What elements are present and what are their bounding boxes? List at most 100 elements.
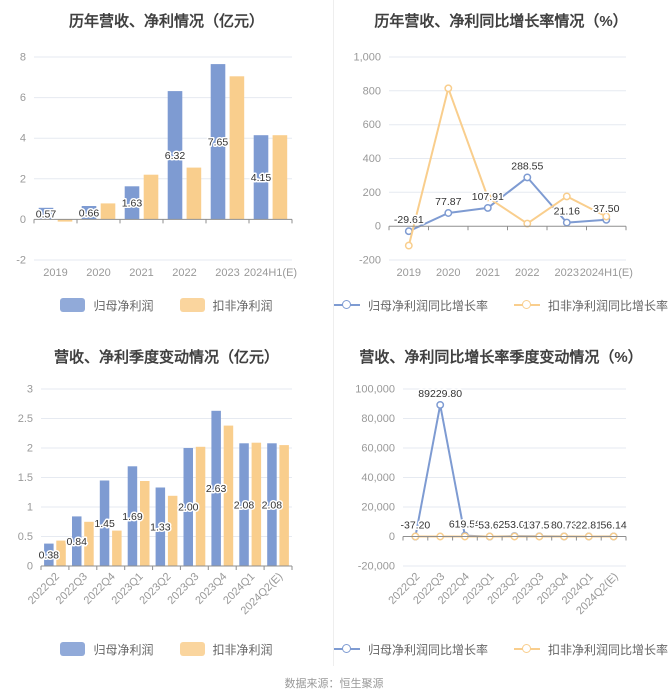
- legend-label: 归母净利润: [93, 642, 154, 657]
- svg-text:-200: -200: [359, 255, 381, 267]
- quarterly-profit-legend: 归母净利润 扣非净利润: [0, 640, 333, 658]
- annual-growth-chart: -200 0 200 400 600 800 1,000 2019 2020 2021 2022 20…: [353, 52, 633, 279]
- annual-profit-chart: -2 0 2 4 6 8 2019 2020 2021 2022 2023 2024H1(E) 0.57…: [16, 52, 297, 279]
- legend-label: 扣非净利润: [212, 298, 273, 313]
- legend-item-quarterly-profit-secondary[interactable]: 扣非净利润: [179, 641, 273, 658]
- svg-text:1,000: 1,000: [353, 52, 381, 64]
- svg-text:2019: 2019: [43, 267, 67, 279]
- annual-growth-panel: 历年营收、净利同比增长率情况（%） -200 0 200 400 600 800 1,000…: [333, 0, 668, 336]
- svg-text:1.5: 1.5: [18, 472, 33, 484]
- svg-text:619.56: 619.56: [449, 519, 481, 531]
- svg-text:1.69: 1.69: [122, 511, 143, 523]
- quarterly-growth-legend: 归母净利润同比增长率 扣非净利润同比增长率: [333, 640, 668, 658]
- svg-text:0: 0: [389, 531, 395, 543]
- chart-title-quarterly-profit: 营收、净利季度变动情况（亿元）: [53, 349, 279, 366]
- svg-text:2.08: 2.08: [234, 499, 255, 511]
- svg-text:-2: -2: [16, 255, 26, 267]
- svg-text:56.14: 56.14: [600, 519, 626, 531]
- svg-text:6: 6: [20, 92, 26, 104]
- svg-text:2.63: 2.63: [206, 483, 227, 495]
- svg-text:4.15: 4.15: [251, 172, 272, 184]
- svg-text:60,000: 60,000: [361, 443, 395, 455]
- legend-label: 扣非净利润同比增长率: [548, 642, 668, 657]
- svg-text:100,000: 100,000: [355, 384, 395, 396]
- legend-line-marker-icon: [333, 300, 360, 309]
- svg-text:0.84: 0.84: [66, 536, 87, 548]
- svg-text:200: 200: [363, 187, 381, 199]
- svg-text:2021: 2021: [476, 267, 500, 279]
- quarterly-profit-panel: 营收、净利季度变动情况（亿元） 0 0.5 1 1.5 2 2.5 3 2022Q2 2022Q…: [0, 336, 334, 666]
- svg-text:22.81: 22.81: [576, 520, 602, 532]
- quarterly-growth-chart: -20,000 0 20,000 40,000 60,000 80,000 100,000 2…: [355, 384, 628, 618]
- svg-text:-37.20: -37.20: [401, 520, 431, 532]
- svg-text:2020: 2020: [436, 267, 460, 279]
- quarterly-growth-panel: 营收、净利同比增长率季度变动情况（%） -20,000 0 20,000 40,000…: [333, 336, 668, 666]
- svg-text:2.00: 2.00: [178, 502, 199, 514]
- legend-circle-marker-icon: [341, 644, 351, 653]
- legend-item-quarterly-growth-secondary[interactable]: 扣非净利润同比增长率: [514, 641, 668, 658]
- svg-text:2024H1(E): 2024H1(E): [244, 267, 297, 279]
- svg-text:4: 4: [20, 133, 26, 145]
- legend-item-annual-growth-primary[interactable]: 归母净利润同比增长率: [333, 297, 488, 314]
- svg-text:2: 2: [27, 443, 33, 455]
- legend-line-marker-icon: [514, 300, 540, 309]
- svg-text:1.63: 1.63: [122, 198, 143, 210]
- quarterly-profit-chart: 00.511.522.532022Q22022Q32022Q42023Q1202…: [18, 384, 293, 617]
- svg-text:1.33: 1.33: [150, 521, 171, 533]
- chart-grid: 历年营收、净利情况（亿元） -2 0 2 4 6 8 2019 2020 2021 2022 202…: [0, 0, 668, 666]
- svg-text:0.5: 0.5: [18, 531, 33, 543]
- svg-text:80,000: 80,000: [361, 413, 395, 425]
- legend-label: 归母净利润: [93, 298, 154, 313]
- legend-label: 扣非净利润: [212, 642, 273, 657]
- svg-text:2021: 2021: [129, 267, 153, 279]
- svg-text:600: 600: [363, 119, 381, 131]
- svg-text:0: 0: [27, 561, 33, 573]
- svg-text:77.87: 77.87: [435, 196, 461, 208]
- svg-text:0: 0: [20, 214, 26, 226]
- legend-circle-marker-icon: [522, 300, 531, 309]
- data-source-note: 数据来源：恒生聚源: [284, 678, 384, 690]
- chart-title-annual-profit: 历年营收、净利情况（亿元）: [68, 13, 264, 30]
- svg-text:0.38: 0.38: [39, 549, 60, 561]
- svg-text:253.06: 253.06: [498, 519, 530, 531]
- svg-text:0.66: 0.66: [79, 207, 100, 219]
- chart-title-annual-growth: 历年营收、净利同比增长率情况（%）: [374, 13, 628, 30]
- legend-item-quarterly-growth-primary[interactable]: 归母净利润同比增长率: [333, 641, 488, 658]
- svg-text:2.5: 2.5: [18, 413, 33, 425]
- legend-circle-marker-icon: [341, 300, 351, 309]
- svg-text:37.50: 37.50: [593, 203, 619, 215]
- svg-text:137.58: 137.58: [523, 519, 555, 531]
- legend-circle-marker-icon: [522, 644, 531, 653]
- legend-label: 归母净利润同比增长率: [367, 642, 488, 657]
- svg-text:1.45: 1.45: [94, 518, 115, 530]
- svg-text:288.55: 288.55: [511, 160, 543, 172]
- svg-text:21.16: 21.16: [554, 206, 580, 218]
- chart-title-quarterly-growth: 营收、净利同比增长率季度变动情况（%）: [359, 349, 643, 366]
- svg-text:0.57: 0.57: [36, 208, 57, 220]
- svg-text:2023: 2023: [215, 267, 239, 279]
- svg-text:8: 8: [20, 52, 26, 64]
- svg-text:2019: 2019: [397, 267, 421, 279]
- legend-item-quarterly-profit-primary[interactable]: 归母净利润: [60, 641, 154, 658]
- svg-text:800: 800: [363, 85, 381, 97]
- svg-text:3: 3: [27, 384, 33, 396]
- svg-text:-53.62: -53.62: [475, 520, 505, 532]
- svg-text:80.73: 80.73: [551, 519, 577, 531]
- svg-text:2.08: 2.08: [262, 499, 283, 511]
- legend-item-annual-profit-secondary[interactable]: 扣非净利润: [179, 297, 273, 314]
- svg-text:2023: 2023: [555, 267, 579, 279]
- legend-label: 归母净利润同比增长率: [367, 298, 488, 313]
- svg-text:400: 400: [363, 153, 381, 165]
- legend-swatch-icon: [179, 298, 205, 312]
- svg-text:6.32: 6.32: [165, 150, 186, 162]
- legend-line-marker-icon: [514, 644, 540, 653]
- svg-text:-20,000: -20,000: [358, 561, 395, 573]
- legend-item-annual-profit-primary[interactable]: 归母净利润: [60, 297, 154, 314]
- svg-text:2020: 2020: [86, 267, 110, 279]
- legend-item-annual-growth-secondary[interactable]: 扣非净利润同比增长率: [514, 297, 668, 314]
- svg-text:2024H1(E): 2024H1(E): [580, 267, 633, 279]
- svg-text:20,000: 20,000: [361, 502, 395, 514]
- svg-text:2: 2: [20, 173, 26, 185]
- svg-text:-29.61: -29.61: [394, 214, 424, 226]
